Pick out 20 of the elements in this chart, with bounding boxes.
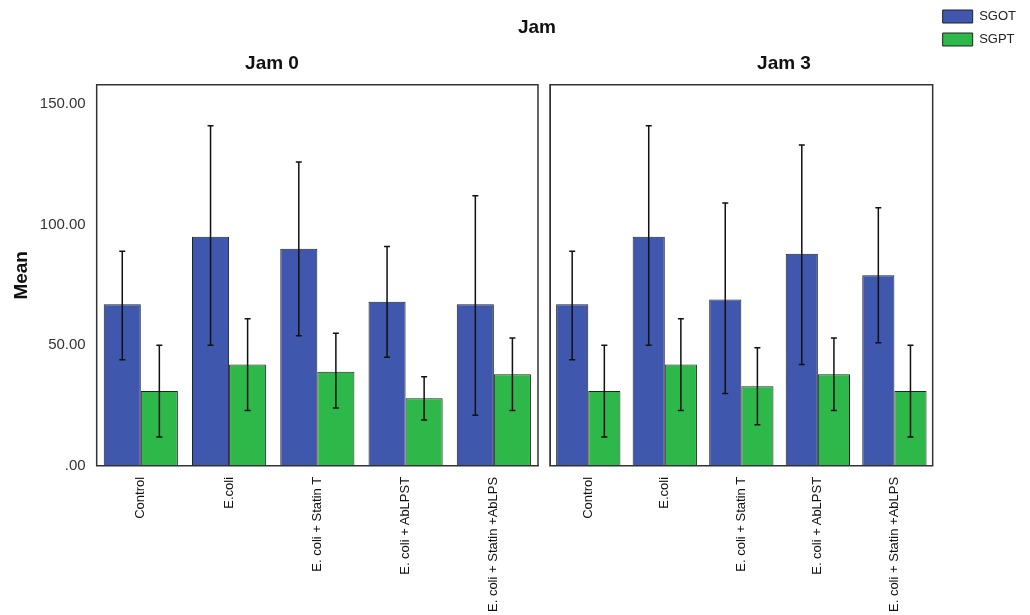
y-axis-title: Mean (9, 251, 31, 300)
legend-label: SGPT (979, 31, 1015, 47)
chart-title: Jam 0 (245, 51, 299, 73)
x-tick-label: Control (579, 476, 595, 519)
chart-title: Jam 3 (757, 51, 811, 73)
y-tick-label: .00 (64, 456, 86, 474)
text: Jam (517, 16, 557, 38)
y-tick-label: 150.00 (39, 94, 86, 112)
x-tick-label: E.coli (220, 476, 236, 509)
x-tick-label: E. coli + Statin T (308, 476, 324, 572)
x-tick-label: E. coli + Statin +AbLPS (885, 476, 901, 613)
y-tick-label: 50.00 (48, 335, 86, 353)
x-tick-label: E. coli + AbLPST (397, 476, 413, 575)
x-tick-label: Control (132, 476, 148, 519)
x-tick-label: E.coli (656, 476, 672, 509)
x-tick-label: E. coli + AbLPST (809, 476, 825, 575)
x-tick-label: E. coli + Statin +AbLPS (485, 476, 501, 613)
x-tick-label: E. coli + Statin T (732, 476, 748, 572)
legend-label: SGOT (979, 8, 1017, 24)
y-tick-label: 100.00 (39, 214, 86, 232)
